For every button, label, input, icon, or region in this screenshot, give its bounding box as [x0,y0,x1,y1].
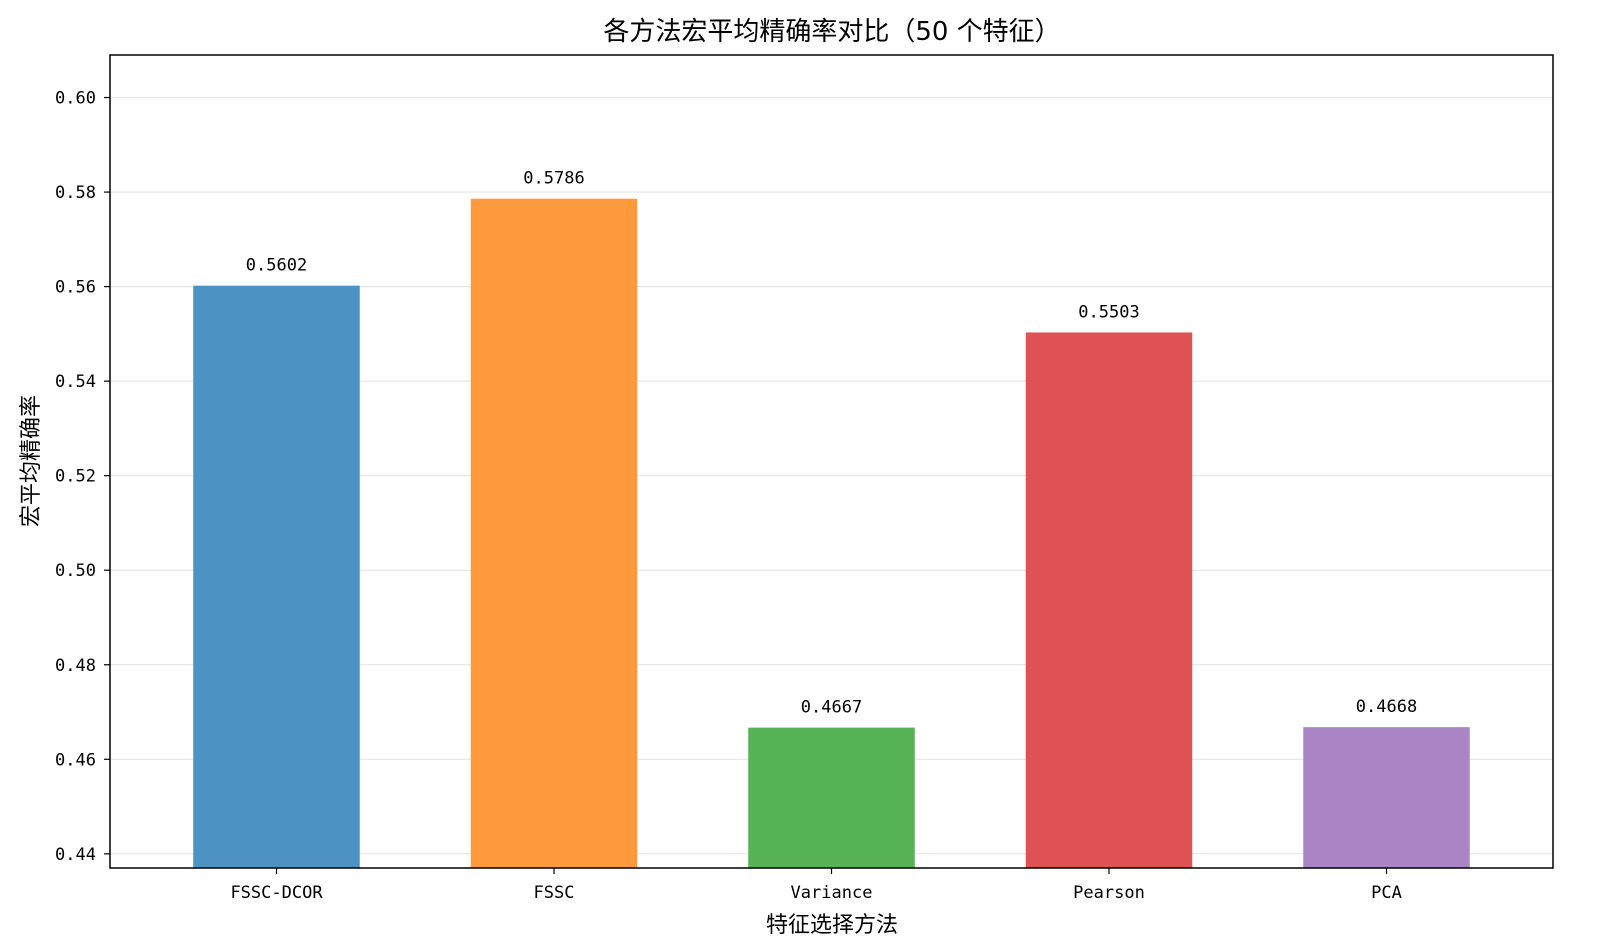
y-axis-ticks: 0.44 0.46 0.48 0.50 0.52 0.54 0.56 0.58 0.60 [55,89,110,865]
x-axis-label: 特征选择方法 [766,913,898,938]
data-label: 0.5602 [246,256,307,276]
bar-variance [748,727,915,868]
y-tick-label: 0.60 [55,89,96,109]
data-label: 0.4667 [801,698,862,718]
x-tick-label: PCA [1371,883,1402,903]
bar-fssc [470,198,638,869]
y-tick-label: 0.58 [55,183,96,203]
y-axis-label: 宏平均精确率 [19,395,44,527]
bar-pca [1303,727,1470,868]
x-tick-label: Pearson [1073,883,1145,903]
chart-title: 各方法宏平均精确率对比（50 个特征） [603,17,1060,47]
bar-fssc-dcor [193,285,360,868]
y-tick-label: 0.56 [55,278,96,298]
y-tick-label: 0.50 [55,561,96,581]
x-tick-label: Variance [791,883,873,903]
y-tick-label: 0.52 [55,467,96,487]
x-tick-label: FSSC-DCOR [230,883,323,903]
bar-pearson [1025,332,1193,869]
x-tick-label: FSSC [534,883,575,903]
data-label: 0.4668 [1356,697,1417,717]
y-tick-label: 0.44 [55,845,96,865]
data-label: 0.5503 [1078,302,1139,322]
y-tick-label: 0.46 [55,750,96,770]
data-labels: 0.5602 0.5786 0.4667 0.5503 0.4668 [246,169,1417,718]
y-tick-label: 0.48 [55,656,96,676]
y-tick-label: 0.54 [55,372,96,392]
data-label: 0.5786 [523,169,584,189]
bars [193,198,1470,869]
x-axis-ticks: FSSC-DCOR FSSC Variance Pearson PCA [230,868,1402,903]
